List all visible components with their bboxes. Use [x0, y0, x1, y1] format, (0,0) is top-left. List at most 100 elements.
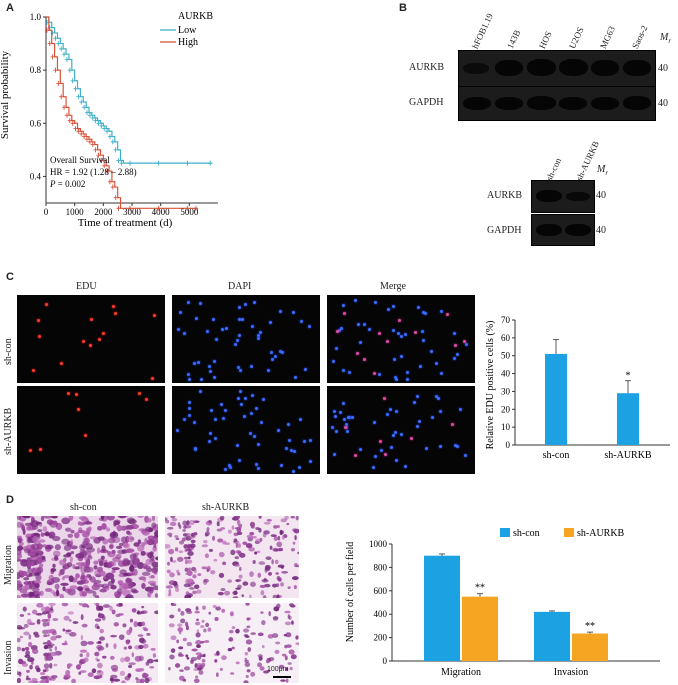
- km-censor-high: [110, 184, 115, 190]
- stained-cell: [127, 559, 135, 566]
- stained-cell: [232, 596, 239, 598]
- stained-cell: [19, 614, 25, 617]
- cell-nucleus: [187, 406, 191, 410]
- cell-nucleus: [343, 425, 347, 429]
- cell-nucleus: [214, 436, 218, 440]
- cell-nucleus: [248, 432, 252, 436]
- stained-cell: [22, 528, 26, 535]
- stained-cell: [271, 559, 274, 565]
- stained-cell: [49, 662, 53, 669]
- stained-cell: [224, 590, 231, 596]
- stained-cell: [95, 594, 100, 598]
- stained-cell: [281, 653, 287, 657]
- stained-cell: [111, 567, 120, 571]
- cell-nucleus: [356, 323, 360, 327]
- stained-cell: [135, 677, 139, 681]
- stained-cell: [195, 632, 201, 638]
- stained-cell: [250, 632, 256, 636]
- stained-cell: [122, 559, 128, 567]
- stained-cell: [41, 555, 45, 560]
- stained-cell: [31, 525, 39, 530]
- stained-cell: [50, 635, 57, 641]
- col-label-edu: EDU: [76, 281, 97, 292]
- stained-cell: [154, 610, 158, 615]
- stained-cell: [118, 542, 124, 547]
- stained-cell: [142, 673, 149, 678]
- stained-cell: [201, 658, 206, 663]
- stained-cell: [129, 618, 134, 623]
- stained-cell: [48, 531, 56, 539]
- stained-cell: [291, 548, 295, 552]
- cell-nucleus: [176, 327, 180, 331]
- cell-nucleus: [224, 327, 228, 330]
- stained-cell: [165, 517, 168, 521]
- stained-cell: [94, 651, 100, 657]
- stained-cell: [216, 528, 223, 532]
- stained-cell: [231, 525, 235, 530]
- cell-nucleus: [83, 434, 87, 438]
- stained-cell: [171, 517, 178, 522]
- cell-nucleus: [339, 327, 343, 331]
- stained-cell: [218, 572, 225, 578]
- stained-cell: [249, 531, 255, 536]
- stained-cell: [203, 539, 208, 544]
- cell-nucleus: [418, 365, 422, 369]
- stained-cell: [137, 544, 145, 552]
- lane-label-1: hFOB1.19: [470, 11, 496, 51]
- cell-nucleus: [392, 433, 396, 437]
- stained-cell: [284, 655, 288, 661]
- mi-significance-stars: **: [585, 621, 595, 632]
- cell-nucleus: [434, 361, 438, 365]
- stained-cell: [140, 678, 145, 683]
- stained-cell: [133, 542, 140, 547]
- cell-nucleus: [242, 414, 246, 418]
- stained-cell: [46, 621, 50, 627]
- cell-nucleus: [76, 407, 80, 411]
- cell-nucleus: [257, 336, 261, 340]
- cell-nucleus: [238, 334, 242, 338]
- stained-cell: [208, 611, 212, 615]
- stained-cell: [78, 603, 83, 606]
- stained-cell: [63, 575, 71, 579]
- stained-cell: [36, 618, 41, 625]
- stained-cell: [77, 586, 84, 591]
- stained-cell: [188, 587, 195, 590]
- stained-cell: [220, 527, 226, 530]
- stained-cell: [72, 564, 76, 570]
- stained-cell: [96, 644, 103, 650]
- stained-cell: [119, 569, 127, 575]
- stained-cell: [152, 653, 157, 658]
- cell-nucleus: [356, 351, 360, 355]
- stained-cell: [31, 609, 38, 615]
- stained-cell: [208, 548, 214, 552]
- lane-label-5: MG63: [598, 24, 618, 51]
- stained-cell: [99, 674, 103, 679]
- stained-cell: [186, 625, 189, 631]
- stained-cell: [17, 646, 22, 652]
- stained-cell: [48, 603, 56, 607]
- stained-cell: [279, 530, 284, 535]
- cell-nucleus: [453, 443, 457, 447]
- mi-bar-Migration-sh-con: [424, 555, 460, 661]
- cell-nucleus: [88, 343, 92, 347]
- stained-cell: [152, 585, 158, 591]
- stained-cell: [234, 590, 238, 595]
- km-censor-low: [76, 94, 81, 100]
- stained-cell: [236, 519, 241, 525]
- cell-nucleus: [251, 325, 255, 329]
- stained-cell: [190, 656, 198, 662]
- stained-cell: [17, 637, 21, 643]
- cell-nucleus: [238, 368, 242, 372]
- stained-cell: [79, 549, 87, 555]
- cell-nucleus: [205, 330, 209, 334]
- stained-cell: [178, 524, 182, 529]
- stained-cell: [268, 611, 271, 617]
- cell-nucleus: [394, 376, 398, 380]
- stained-cell: [143, 565, 151, 570]
- cell-nucleus: [372, 420, 376, 424]
- km-censor-high: [185, 205, 190, 211]
- cell-nucleus: [410, 437, 414, 441]
- stained-cell: [113, 622, 119, 627]
- stained-cell: [81, 516, 89, 523]
- cell-nucleus: [453, 332, 457, 336]
